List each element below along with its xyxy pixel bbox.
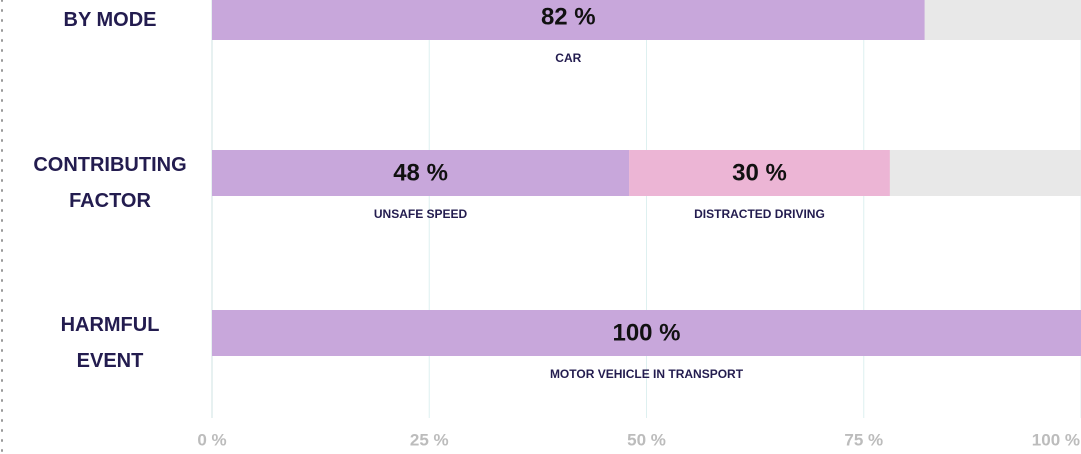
x-tick-label: 50 %: [627, 430, 666, 449]
x-tick-label: 100 %: [1032, 430, 1080, 449]
row-label: CONTRIBUTING FACTOR: [33, 154, 187, 212]
segment-label: UNSAFE SPEED: [374, 207, 468, 221]
segment-label: DISTRACTED DRIVING: [694, 207, 825, 221]
value-label: 30 %: [732, 159, 787, 186]
bar-segment: [212, 310, 1081, 356]
bar-segment: [212, 0, 925, 40]
row-label: HARMFUL EVENT: [60, 314, 160, 372]
bar-segment: [629, 150, 890, 196]
segment-label: CAR: [555, 51, 581, 65]
value-label: 82 %: [541, 3, 596, 30]
value-label: 100 %: [612, 319, 680, 346]
row-label: BY MODE: [63, 9, 157, 31]
value-label: 48 %: [393, 159, 448, 186]
x-tick-label: 75 %: [844, 430, 883, 449]
x-tick-label: 0 %: [197, 430, 226, 449]
bar-segment: [212, 150, 630, 196]
x-tick-label: 25 %: [410, 430, 449, 449]
segment-label: MOTOR VEHICLE IN TRANSPORT: [550, 367, 744, 381]
